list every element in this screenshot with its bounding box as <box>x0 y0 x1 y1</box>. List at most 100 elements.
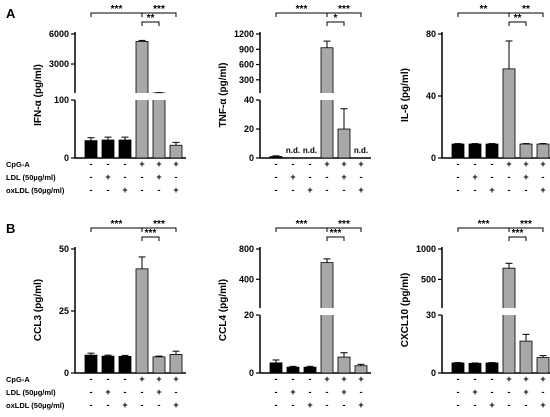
condition-sign-ccl3-2-3: - <box>141 400 144 410</box>
condition-sign-tnfa-2-4: - <box>343 185 346 195</box>
condition-sign-ccl4-1-3: - <box>326 387 329 397</box>
condition-sign-ccl3-0-5: + <box>173 374 178 384</box>
condition-sign-ifna-0-3: + <box>139 159 144 169</box>
significance-bracket-ccl3-1 <box>141 227 177 232</box>
condition-sign-ccl4-0-4: + <box>341 374 346 384</box>
condition-sign-ccl3-0-2: - <box>124 374 127 384</box>
condition-sign-ifna-1-5: - <box>175 172 178 182</box>
condition-sign-tnfa-1-3: - <box>326 172 329 182</box>
condition-sign-il6-2-1: - <box>474 185 477 195</box>
condition-sign-cxcl10-0-4: + <box>523 374 528 384</box>
condition-sign-cxcl10-2-3: - <box>508 400 511 410</box>
condition-sign-il6-1-4: + <box>523 172 528 182</box>
bar-il6-1 <box>468 143 482 159</box>
condition-sign-cxcl10-0-2: - <box>491 374 494 384</box>
condition-sign-ccl4-0-3: + <box>324 374 329 384</box>
significance-label-tnfa-1: *** <box>338 4 350 15</box>
condition-sign-ifna-0-1: - <box>107 159 110 169</box>
condition-sign-cxcl10-1-0: - <box>457 387 460 397</box>
condition-sign-ifna-1-2: - <box>124 172 127 182</box>
y-tick-label-ccl4-0: 0 <box>249 368 254 378</box>
y-axis-label-il6: IL-6 (pg/ml) <box>400 68 411 122</box>
condition-sign-ifna-0-2: - <box>124 159 127 169</box>
condition-sign-il6-0-5: + <box>540 159 545 169</box>
bar-tnfa-3 <box>320 47 334 159</box>
condition-sign-ifna-2-3: - <box>141 185 144 195</box>
y-tick-label-il6-0: 0 <box>431 153 436 163</box>
condition-sign-ccl4-1-1: + <box>290 387 295 397</box>
condition-sign-il6-2-5: + <box>540 185 545 195</box>
y-tick-label-ifna-3: 6000 <box>49 29 69 39</box>
condition-sign-il6-1-2: - <box>491 172 494 182</box>
condition-sign-tnfa-2-0: - <box>275 185 278 195</box>
bar-ifna-4 <box>152 92 166 159</box>
condition-label-b-1: LDL (50µg/ml) <box>6 388 56 397</box>
condition-label-a-0: CpG-A <box>6 160 30 169</box>
significance-label-ifna-2: ** <box>147 13 155 24</box>
significance-label-ccl3-0: *** <box>111 219 123 230</box>
condition-sign-cxcl10-1-2: - <box>491 387 494 397</box>
y-tick-label-ifna-1: 100 <box>54 95 69 105</box>
significance-label-il6-2: ** <box>514 13 522 24</box>
condition-sign-il6-1-3: - <box>508 172 511 182</box>
condition-sign-il6-0-1: - <box>474 159 477 169</box>
condition-sign-tnfa-0-0: - <box>275 159 278 169</box>
condition-sign-cxcl10-1-1: + <box>472 387 477 397</box>
condition-sign-ccl3-1-0: - <box>90 387 93 397</box>
bar-ifna-2 <box>118 139 132 159</box>
bar-break-ifna-3 <box>135 93 149 101</box>
condition-sign-ccl3-2-5: + <box>173 400 178 410</box>
bar-ifna-5 <box>169 144 183 159</box>
significance-bracket-ccl4-2 <box>326 236 345 241</box>
condition-sign-tnfa-0-4: + <box>341 159 346 169</box>
condition-sign-ccl4-2-2: + <box>307 400 312 410</box>
condition-sign-ifna-1-3: - <box>141 172 144 182</box>
significance-bracket-cxcl10-2 <box>508 236 527 241</box>
bar-ccl4-1 <box>286 366 300 374</box>
bar-cxcl10-5 <box>536 357 550 374</box>
condition-sign-ifna-1-0: - <box>90 172 93 182</box>
condition-label-b-0: CpG-A <box>6 375 30 384</box>
bar-ccl3-3 <box>135 268 149 374</box>
condition-sign-ccl4-0-2: - <box>309 374 312 384</box>
significance-label-ccl3-1: *** <box>153 219 165 230</box>
y-tick-label-ifna-2: 3000 <box>49 59 69 69</box>
bar-break-tnfa-3 <box>320 93 334 101</box>
condition-sign-cxcl10-1-4: + <box>523 387 528 397</box>
significance-bracket-ifna-2 <box>141 21 160 26</box>
significance-label-ifna-0: *** <box>111 4 123 15</box>
significance-label-tnfa-2: * <box>334 13 338 24</box>
condition-sign-tnfa-1-2: - <box>309 172 312 182</box>
condition-sign-ccl3-2-2: + <box>122 400 127 410</box>
condition-sign-ifna-1-1: + <box>105 172 110 182</box>
condition-sign-tnfa-2-3: - <box>326 185 329 195</box>
condition-sign-il6-1-1: + <box>472 172 477 182</box>
significance-label-ccl3-2: *** <box>145 228 157 239</box>
condition-sign-ifna-2-4: - <box>158 185 161 195</box>
bar-il6-2 <box>485 143 499 159</box>
bar-cxcl10-3 <box>502 267 516 374</box>
y-tick-label-il6-2: 80 <box>426 29 436 39</box>
condition-sign-il6-0-0: - <box>457 159 460 169</box>
bar-break-ccl4-3 <box>320 308 334 316</box>
condition-sign-tnfa-1-4: + <box>341 172 346 182</box>
bar-il6-0 <box>451 143 465 159</box>
condition-sign-cxcl10-2-0: - <box>457 400 460 410</box>
significance-label-ccl4-1: *** <box>338 219 350 230</box>
condition-sign-il6-2-0: - <box>457 185 460 195</box>
y-tick-label-ccl4-3: 800 <box>239 244 254 254</box>
condition-sign-cxcl10-1-3: - <box>508 387 511 397</box>
bar-il6-5 <box>536 143 550 159</box>
significance-label-tnfa-0: *** <box>296 4 308 15</box>
condition-sign-tnfa-0-5: + <box>358 159 363 169</box>
significance-label-il6-0: ** <box>480 4 488 15</box>
y-tick-label-cxcl10-0: 0 <box>431 368 436 378</box>
condition-sign-cxcl10-0-0: - <box>457 374 460 384</box>
bar-ifna-0 <box>84 140 98 159</box>
significance-label-cxcl10-2: *** <box>512 228 524 239</box>
bar-ccl4-3 <box>320 262 334 374</box>
condition-sign-ifna-2-5: + <box>173 185 178 195</box>
